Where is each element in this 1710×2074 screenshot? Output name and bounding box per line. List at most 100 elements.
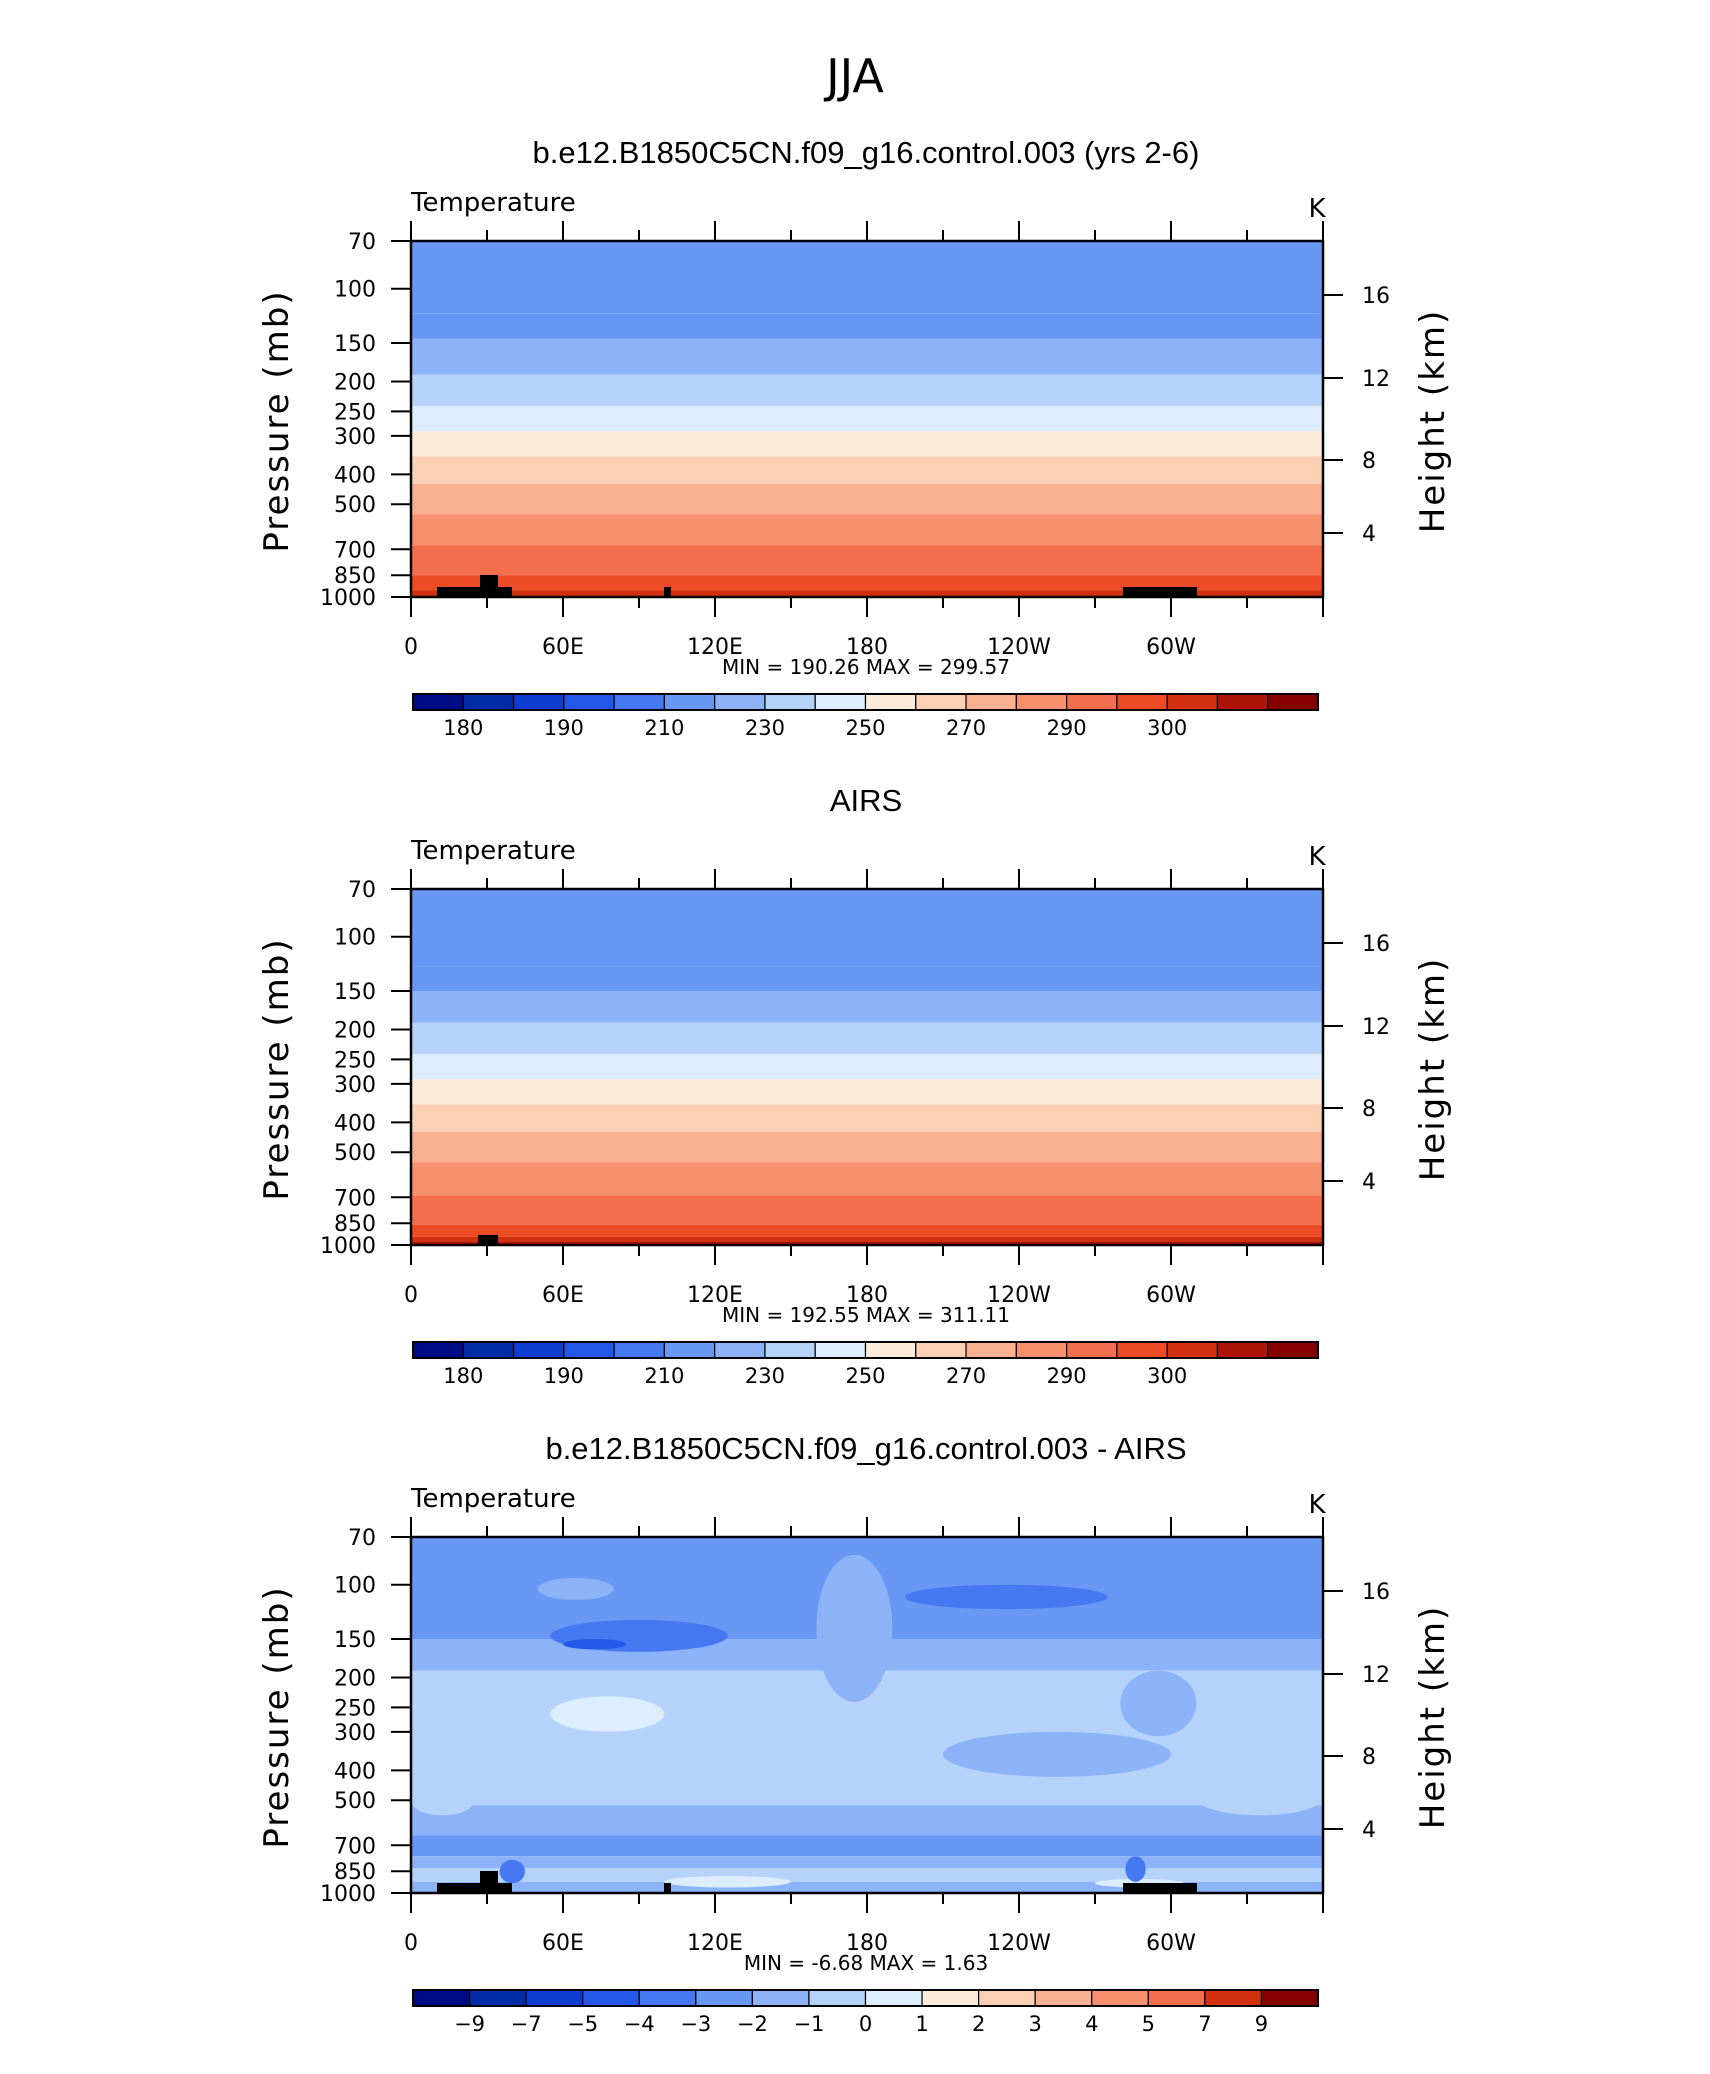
y-tick-label: 70 xyxy=(348,878,376,903)
colorbar-swatch xyxy=(864,1341,917,1359)
contour-feature xyxy=(1120,1670,1197,1737)
x-tick-label: 120E xyxy=(687,1283,743,1308)
y-tick-label: 300 xyxy=(334,1721,376,1746)
y-tick-label: 500 xyxy=(334,493,376,518)
y-tick-label: 150 xyxy=(334,332,376,357)
colorbar-label: 250 xyxy=(845,716,885,740)
colorbar-swatch xyxy=(921,1989,980,2007)
y-tick-label: 300 xyxy=(334,425,376,450)
figure-title: JJA xyxy=(823,49,884,103)
height-tick-label: 16 xyxy=(1362,1580,1390,1605)
colorbar-label: −9 xyxy=(454,2012,485,2036)
y-tick-label: 300 xyxy=(334,1073,376,1098)
colorbar-swatch xyxy=(808,1989,867,2007)
contour-band xyxy=(411,484,1323,515)
colorbar-swatch xyxy=(613,693,665,711)
colorbar-swatch xyxy=(563,693,615,711)
y-tick-label: 150 xyxy=(334,980,376,1005)
colorbar-swatch xyxy=(638,1989,697,2007)
panel-title: AIRS xyxy=(830,783,902,818)
colorbar-label: 5 xyxy=(1142,2012,1155,2036)
y-tick-label: 250 xyxy=(334,400,376,425)
y-axis-label: Pressure (mb) xyxy=(257,937,297,1200)
contour-band xyxy=(411,1224,1323,1237)
colorbar-label: 210 xyxy=(644,1364,684,1388)
colorbar-label: 1 xyxy=(915,2012,928,2036)
colorbar-label: −3 xyxy=(680,2012,711,2036)
colorbar: 180 190 210 230 250 270 290 300 xyxy=(412,1341,1319,1388)
colorbar-swatch xyxy=(965,1341,1017,1359)
colorbar-label: 250 xyxy=(845,1364,885,1388)
height-tick-label: 4 xyxy=(1362,1818,1376,1843)
x-tick-label: 120E xyxy=(687,635,743,660)
y-axis-label: Pressure (mb) xyxy=(257,289,297,552)
height-tick-label: 16 xyxy=(1362,932,1390,957)
colorbar-frame xyxy=(412,693,1319,711)
contour-feature xyxy=(816,1554,893,1702)
colorbar-label: 0 xyxy=(859,2012,872,2036)
topography-block xyxy=(480,1871,498,1893)
colorbar-swatch xyxy=(1116,1341,1168,1359)
y-axis-right-label: Height (km) xyxy=(1413,1605,1453,1830)
colorbar-frame xyxy=(412,1989,1319,2007)
topography-block xyxy=(437,587,512,597)
x-tick-label: 180 xyxy=(846,1283,888,1308)
colorbar-frame xyxy=(412,1341,1319,1359)
contour-band xyxy=(411,1079,1323,1105)
x-tick-label: 60E xyxy=(542,1283,584,1308)
colorbar-swatch xyxy=(978,1989,1036,2007)
height-tick-label: 12 xyxy=(1362,1015,1390,1040)
y-tick-label: 400 xyxy=(334,463,376,488)
contour-band xyxy=(411,1856,1323,1869)
y-axis-label: Pressure (mb) xyxy=(257,1585,297,1848)
y-tick-label: 700 xyxy=(334,538,376,563)
y-tick-label: 850 xyxy=(334,564,376,589)
colorbar-swatch xyxy=(864,693,917,711)
contour-feature xyxy=(550,1696,665,1732)
y-tick-label: 400 xyxy=(334,1111,376,1136)
panel-3: b.e12.B1850C5CN.f09_g16.control.003 - AI… xyxy=(257,1431,1453,2036)
contour-band xyxy=(411,1053,1323,1080)
colorbar-swatch xyxy=(1204,1989,1263,2007)
colorbar-swatch xyxy=(663,693,716,711)
colorbar-label: −1 xyxy=(793,2012,824,2036)
colorbar: 180 190 210 230 250 270 290 300 xyxy=(412,693,1319,740)
y-axis-right-label: Height (km) xyxy=(1413,957,1453,1182)
colorbar-label: 230 xyxy=(745,1364,785,1388)
contour-feature xyxy=(537,1577,614,1600)
contour-feature xyxy=(905,1584,1108,1610)
contour-band xyxy=(411,1881,1323,1893)
colorbar-label: 210 xyxy=(644,716,684,740)
x-tick-label: 120W xyxy=(987,635,1051,660)
y-tick-label: 500 xyxy=(334,1141,376,1166)
y-tick-label: 1000 xyxy=(320,586,376,611)
contour-feature xyxy=(1196,1780,1323,1816)
colorbar-label: 4 xyxy=(1085,2012,1098,2036)
y-tick-label: 700 xyxy=(334,1186,376,1211)
colorbar-label: −2 xyxy=(737,2012,768,2036)
min-max-stats: MIN = 190.26 MAX = 299.57 xyxy=(722,655,1010,679)
colorbar-swatch xyxy=(1216,693,1269,711)
x-tick-label: 60W xyxy=(1146,1931,1196,1956)
topography-block xyxy=(664,587,671,597)
contour-field xyxy=(411,889,1323,1245)
colorbar-swatch xyxy=(468,1989,527,2007)
topography-mask xyxy=(437,1871,1197,1893)
variable-label: Temperature xyxy=(410,188,576,218)
x-tick-label: 120W xyxy=(987,1931,1051,1956)
colorbar-swatch xyxy=(1267,693,1319,711)
contour-band xyxy=(411,966,1323,992)
height-tick-label: 4 xyxy=(1362,1170,1376,1195)
height-tick-label: 12 xyxy=(1362,367,1390,392)
x-tick-label: 60E xyxy=(542,635,584,660)
contour-band xyxy=(411,903,1323,967)
y-tick-label: 1000 xyxy=(320,1234,376,1259)
colorbar-label: 230 xyxy=(745,716,785,740)
colorbar-swatch xyxy=(1216,1341,1269,1359)
variable-label: Temperature xyxy=(410,1484,576,1514)
y-tick-label: 100 xyxy=(334,1574,376,1599)
contour-band xyxy=(411,590,1323,597)
y-tick-label: 850 xyxy=(334,1212,376,1237)
